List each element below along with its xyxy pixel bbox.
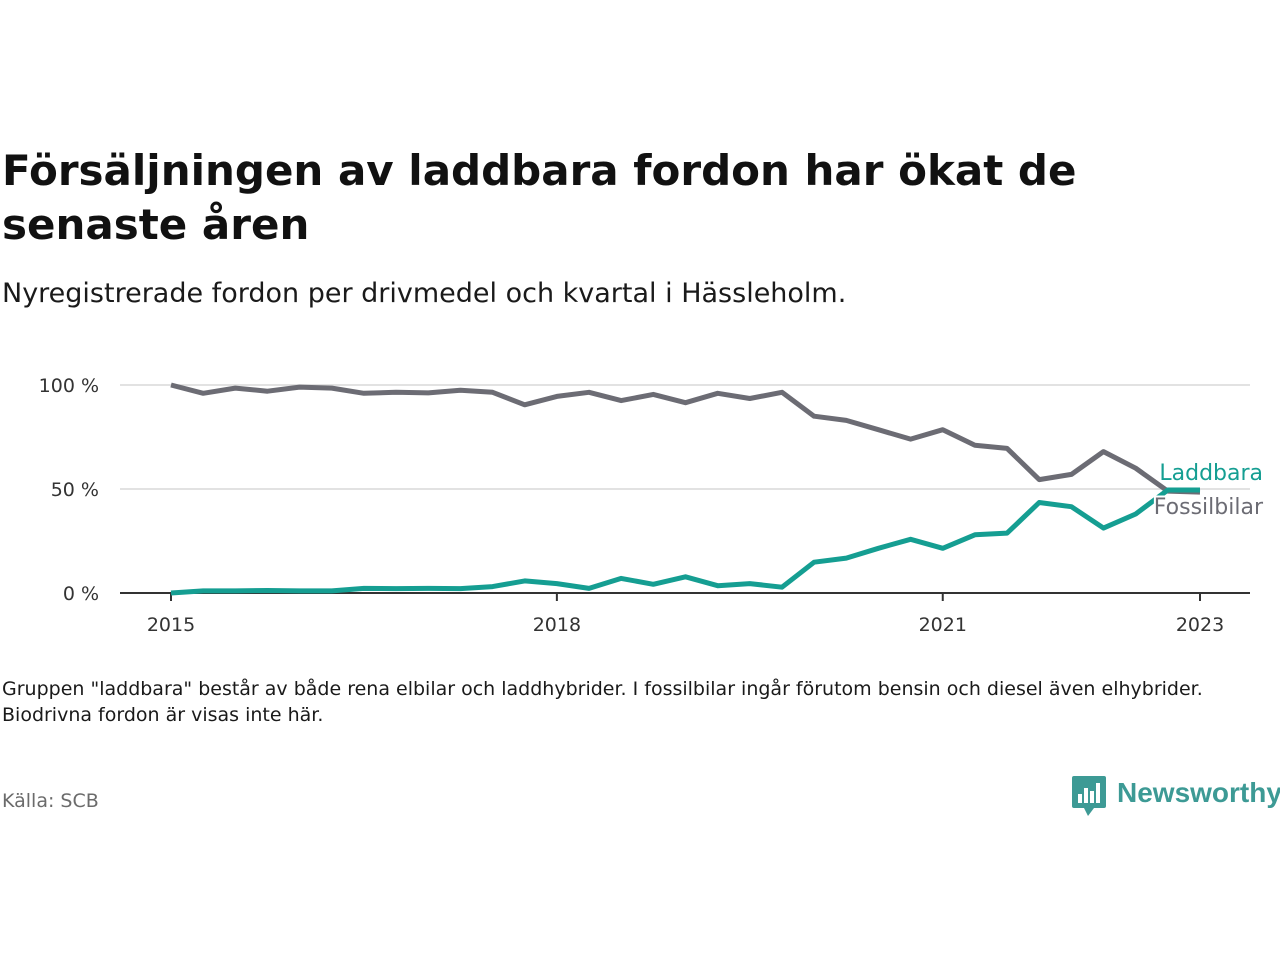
newsworthy-logo[interactable]: Newsworthy [1072, 774, 1280, 818]
series-line-laddbara [170, 487, 1200, 596]
line-chart: 0 % 50 % 100 % 2015 2018 2021 2023 Laddbara Fos… [39, 375, 1266, 636]
series-label-laddbara: Laddbara [1159, 461, 1263, 486]
x-tick-label: 2023 [1176, 614, 1224, 636]
source-credit: Källa: SCB [2, 790, 99, 812]
x-tick-label: 2018 [533, 614, 581, 636]
y-tick-label: 50 % [51, 479, 99, 501]
brand-name: Newsworthy [1117, 777, 1280, 808]
series-line-fossilbilar [170, 382, 1201, 495]
x-tick-label: 2021 [919, 614, 967, 636]
bar-chart-speech-bubble-icon [1072, 776, 1106, 816]
chart-subtitle: Nyregistrerade fordon per drivmedel och … [2, 278, 847, 309]
x-tick-label: 2015 [147, 614, 195, 636]
chart-title: Försäljningen av laddbara fordon har öka… [2, 146, 1077, 249]
y-tick-label: 0 % [63, 583, 99, 605]
series-label-fossilbilar: Fossilbilar [1154, 495, 1264, 520]
y-tick-label: 100 % [39, 375, 99, 397]
chart-footnote: Gruppen "laddbara" består av både rena e… [2, 678, 1203, 726]
